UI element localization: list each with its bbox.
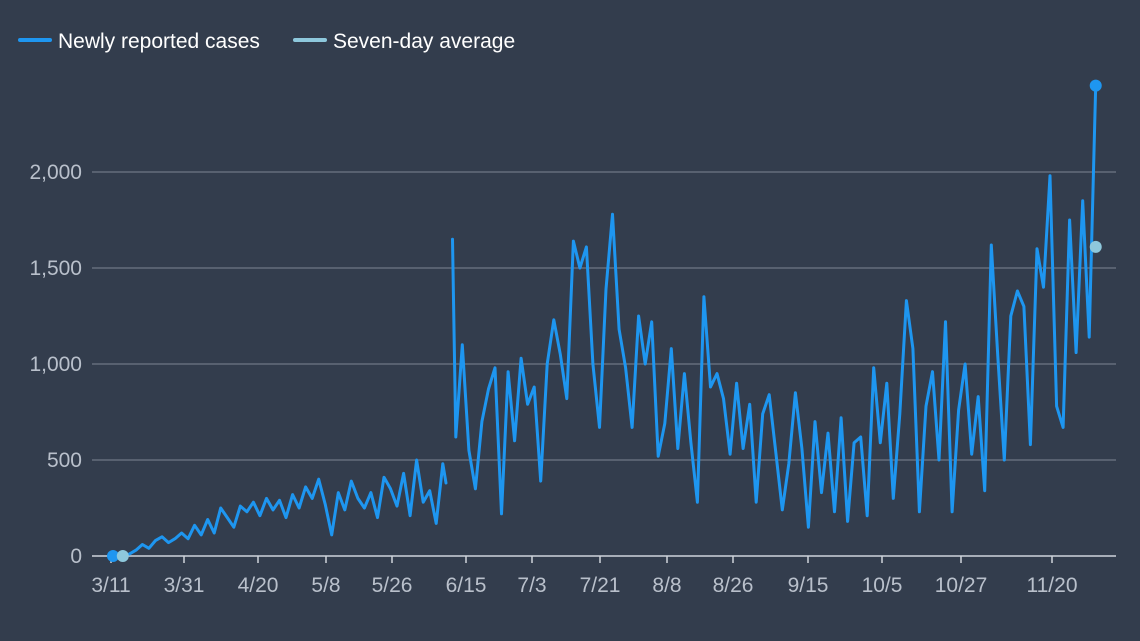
grid-lines [92,171,1116,461]
series-layer [107,79,1102,562]
x-tick-label: 11/20 [1027,574,1078,597]
series-start-point-average [116,550,129,562]
series-line-cases-3 [451,84,1098,529]
y-axis: 0 500 1,000 1,500 2,000 [29,161,82,568]
x-tick-label: 5/26 [372,574,413,597]
series-start-point-cases [107,550,119,562]
legend-label-average: Seven-day average [333,30,515,53]
x-axis: 3/11 3/31 4/20 5/8 5/26 6/15 7/3 7/21 8/8 8/26 9/1… [91,555,1116,597]
series-end-point-average [1089,240,1102,253]
series-line-cases-2 [127,458,448,556]
x-tick-label: 3/11 [91,574,130,597]
x-tick-label: 7/3 [517,574,546,597]
x-tick-label: 8/26 [713,574,754,597]
y-tick-label: 1,000 [29,353,82,376]
x-tick-label: 8/8 [652,574,681,597]
legend-label-cases: Newly reported cases [58,30,260,53]
x-tick-label: 9/15 [788,574,829,597]
y-tick-label: 0 [70,545,82,568]
x-tick-label: 3/31 [164,574,205,597]
legend: Newly reported cases Seven-day average [18,30,515,53]
x-tick-label: 10/5 [862,574,903,597]
x-tick-label: 4/20 [238,574,279,597]
x-tick-label: 6/15 [446,574,487,597]
x-tick-label: 7/21 [580,574,621,597]
y-tick-label: 1,500 [29,257,82,280]
y-tick-label: 500 [47,449,82,472]
series-end-point-cases [1089,79,1102,92]
x-tick-label: 10/27 [935,574,988,597]
x-tick-label: 5/8 [311,574,340,597]
y-tick-label: 2,000 [29,161,82,184]
